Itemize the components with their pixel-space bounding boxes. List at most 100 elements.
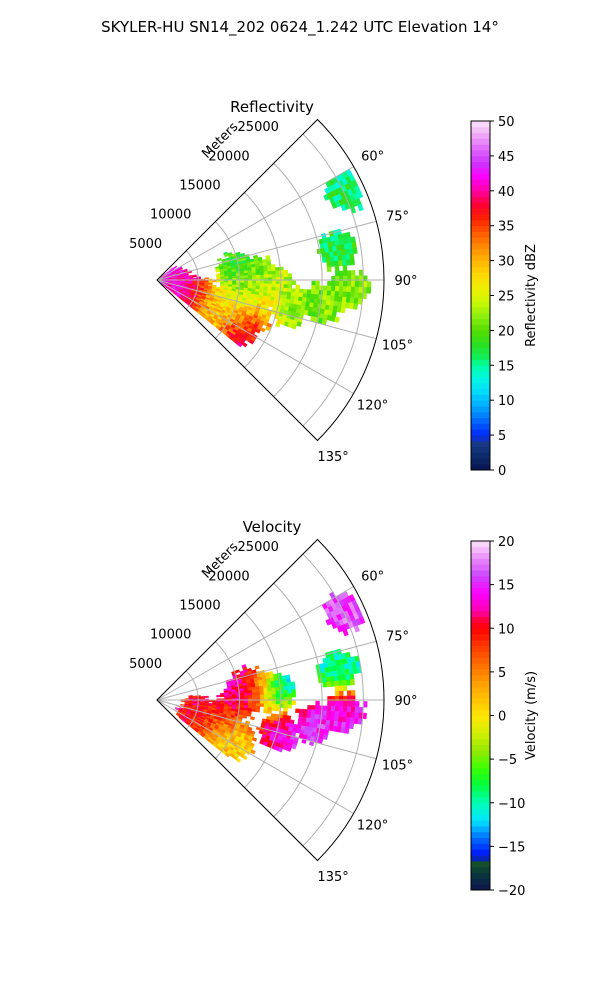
echo-gate-cell [321,318,328,325]
echo-gate-cell [255,691,261,696]
echo-gate-cell [298,716,303,722]
echo-gate-cell [240,275,245,279]
echo-gate-cell [310,709,316,715]
colorbar-segment [471,872,490,879]
echo-gate-cell [220,694,225,698]
echo-gate-cell [275,287,281,292]
colorbar-tick-label: 15 [498,359,515,374]
echo-gate-cell [275,322,281,328]
colorbar-segment [471,732,490,740]
echo-gate-cell [352,247,358,255]
colorbar-tick-label: 15 [498,579,515,594]
echo-gate-cell [342,685,348,692]
echo-gate-cell [267,286,273,291]
echo-gate-cell [311,280,316,286]
echo-gate-cell [270,264,276,269]
echo-gate-cell [255,274,261,279]
colorbar-segment [471,802,490,809]
colorbar-segment [471,248,490,256]
colorbar-segment [471,324,490,331]
echo-gate-cell [283,269,289,275]
colorbar-segment [471,779,490,786]
echo-gate-cell [247,695,253,699]
colorbar-segment [471,668,490,676]
echo-gate-cell [251,280,257,284]
colorbar-segment [471,593,490,600]
colorbar-tick-label: 20 [498,535,515,550]
echo-gate-cell [350,701,356,708]
echo-gate-cell [350,270,356,277]
echo-gate-cell [263,283,269,288]
colorbar-segment [471,312,490,320]
echo-gate-cell [286,746,292,752]
echo-gate-cell [286,681,292,687]
echo-gate-cell [335,690,340,697]
echo-gate-cell [243,275,249,279]
echo-gate-cell [178,267,183,271]
echo-gate-cell [251,274,257,279]
colorbar-segment [471,330,490,337]
colorbar-segment [471,674,490,681]
colorbar-segment [471,347,490,355]
velocity-grid [156,538,385,862]
echo-gate-cell [287,287,292,293]
colorbar-tick-label: −5 [498,753,517,768]
echo-gate-cell [326,710,332,717]
echo-gate-cell [275,280,281,285]
echo-gate-cell [322,710,328,716]
echo-gate-cell [334,685,340,692]
reflectivity-colorbar: 0 5 10 15 20 25 30 35 40 45 50 Reflectivity dBZ [470,115,539,479]
echo-gate-cell [204,695,209,698]
echo-gate-cell [358,706,364,714]
colorbar-segment [471,814,490,821]
echo-gate-cell [235,757,242,763]
echo-gate-cell [337,296,343,303]
colorbar-segment [471,826,490,833]
echo-gate-cell [267,687,272,692]
colorbar-segment [471,458,490,465]
echo-gate-cell [248,339,255,345]
echo-gate-cell [349,253,355,260]
echo-gate-cell [359,275,364,282]
echo-gate-cell [338,706,344,712]
echo-gate-cell [224,696,229,699]
echo-gate-cell [291,288,296,293]
echo-gate-cell [302,713,308,719]
colorbar-segment [471,155,490,163]
azimuth-tick-label: 75° [386,630,409,645]
colorbar-segment [471,727,490,734]
colorbar-segment [471,272,490,279]
azimuth-spoke [156,279,354,394]
colorbar-segment [471,342,490,349]
colorbar-segment [471,376,490,384]
colorbar-segment [471,564,490,571]
azimuth-spoke [156,699,377,760]
echo-gate-cell [275,686,280,692]
echo-gate-cell [228,280,233,283]
echo-gate-cell [330,261,336,267]
echo-gate-cell [240,700,245,704]
echo-gate-cell [347,275,352,282]
velocity-colorbar: −20 −15 −10 −5 0 5 10 15 20 Velocity (m/s) [470,535,539,899]
echo-gate-cell [326,705,332,712]
echo-gate-cell [286,685,292,691]
azimuth-tick-label: 105° [382,758,413,773]
echo-gate-cell [334,710,340,717]
echo-gate-cell [315,280,320,286]
echo-gate-cell [306,293,312,299]
colorbar-segment [471,231,490,238]
echo-gate-cell [342,629,349,637]
echo-gate-cell [314,289,320,295]
colorbar-segment [471,446,490,453]
echo-gate-cell [334,316,340,323]
colorbar-segment [471,126,490,134]
echo-gate-cell [326,681,332,688]
echo-gate-cell [283,284,289,289]
echo-gate-cell [310,713,316,720]
echo-gate-cell [330,285,336,292]
colorbar-segment [471,196,490,203]
azimuth-spoke [156,279,377,340]
echo-gate-cell [234,669,240,674]
echo-gate-cell [259,268,265,273]
echo-gate-cell [338,711,344,718]
